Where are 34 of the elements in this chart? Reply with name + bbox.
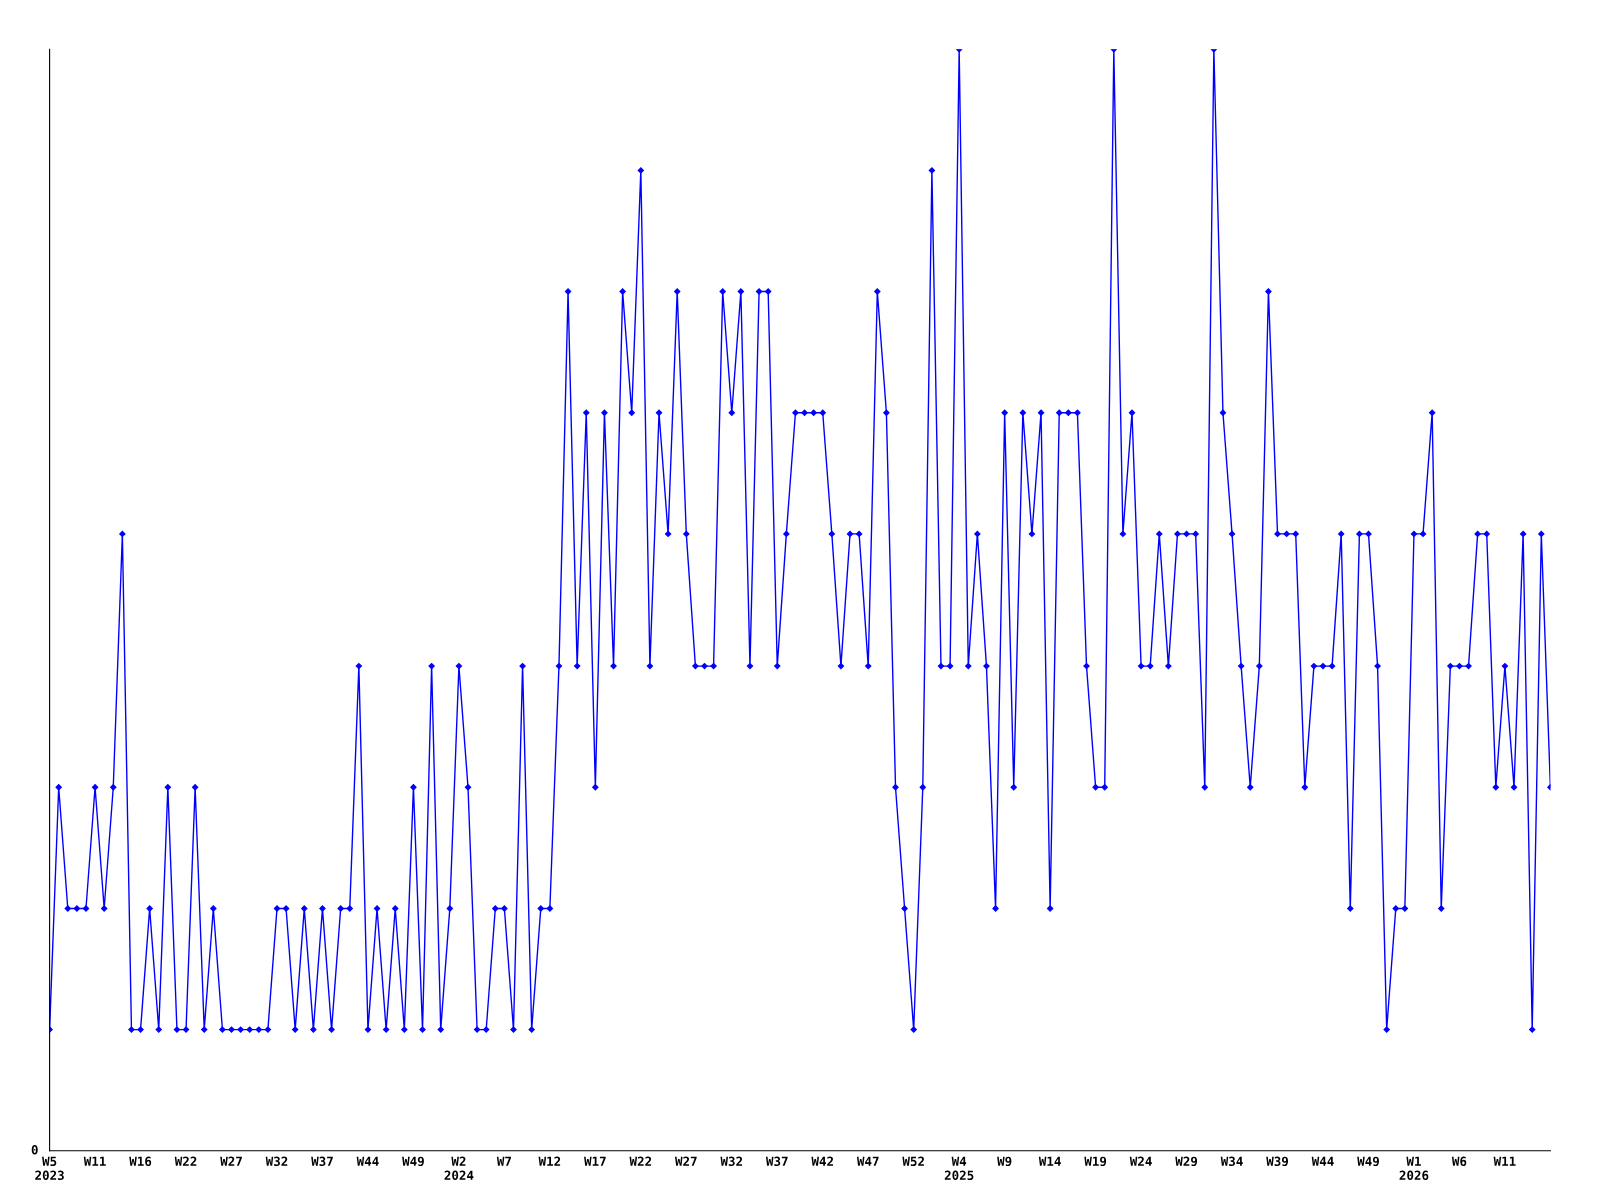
x-tick-label: W49 — [402, 1156, 424, 1167]
x-tick-label: W5 2023 — [35, 1156, 64, 1181]
x-tick-label: W37 — [765, 1156, 788, 1167]
x-tick-label: W7 — [496, 1156, 511, 1166]
x-tick-label: W27 — [675, 1156, 697, 1166]
x-tick-label: W24 — [1129, 1156, 1152, 1166]
x-tick-label: W37 — [311, 1156, 333, 1167]
x-tick-label: W42 — [811, 1156, 833, 1166]
x-tick-label: W22 — [629, 1156, 652, 1166]
x-tick-label: W11 — [1493, 1156, 1516, 1166]
x-tick-label: W32 — [265, 1156, 288, 1167]
x-tick-label: W12 — [538, 1156, 561, 1166]
x-tick-label: W49 — [1357, 1156, 1379, 1167]
x-tick-label: W2 2024 — [444, 1156, 474, 1181]
x-tick-label: W17 — [584, 1156, 606, 1166]
x-tick-label: W16 — [129, 1156, 152, 1167]
x-tick-label: W14 — [1038, 1156, 1061, 1166]
x-tick-label: W4 2025 — [944, 1156, 974, 1181]
x-tick-label: W22 — [174, 1156, 197, 1166]
x-tick-label: W34 — [1220, 1156, 1243, 1167]
x-tick-label: W32 — [720, 1156, 743, 1167]
x-tick-label: W1 2026 — [1399, 1156, 1429, 1181]
x-tick-label: W9 — [997, 1156, 1012, 1167]
text: 0 — [31, 1144, 38, 1155]
x-tick-label: W44 — [356, 1156, 379, 1166]
x-tick-label: W27 — [220, 1156, 242, 1166]
x-tick-label: W47 — [856, 1156, 879, 1166]
x-tick-label: W39 — [1266, 1156, 1289, 1167]
x-tick-label: W44 — [1311, 1156, 1334, 1166]
x-tick-label: W19 — [1084, 1156, 1107, 1167]
x-tick-label: W29 — [1175, 1156, 1198, 1167]
x-tick-label: W52 — [902, 1156, 924, 1167]
x-tick-label: W11 — [83, 1156, 106, 1166]
x-tick-label: W6 — [1451, 1156, 1467, 1167]
